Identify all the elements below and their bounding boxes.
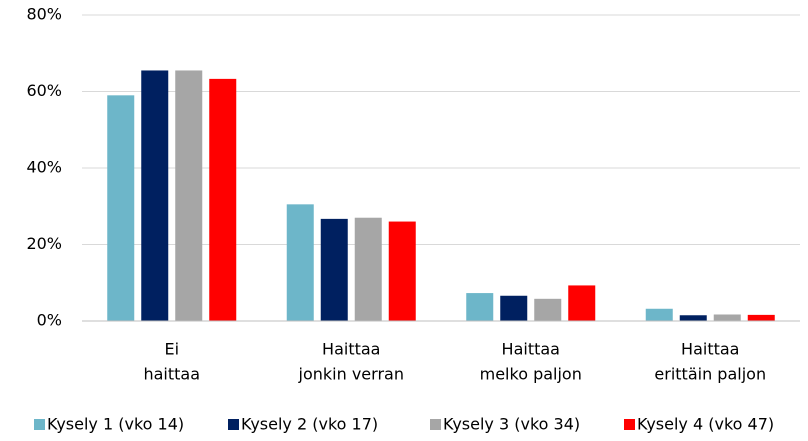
bar bbox=[500, 295, 528, 321]
x-tick-label: jonkin verran bbox=[298, 365, 404, 384]
legend-swatch bbox=[34, 419, 45, 430]
bar bbox=[388, 221, 416, 321]
bar bbox=[354, 217, 382, 321]
legend-label: Kysely 4 (vko 47) bbox=[637, 415, 774, 434]
x-tick-label: Haittaa bbox=[681, 340, 739, 359]
bar bbox=[534, 298, 562, 321]
legend-label: Kysely 1 (vko 14) bbox=[47, 415, 184, 434]
bar bbox=[568, 285, 596, 321]
legend-label: Kysely 2 (vko 17) bbox=[241, 415, 378, 434]
bar bbox=[679, 315, 707, 321]
bar bbox=[320, 218, 348, 321]
bar bbox=[747, 314, 775, 321]
y-tick-label: 80% bbox=[26, 5, 62, 24]
legend-swatch bbox=[430, 419, 441, 430]
legend-swatch bbox=[228, 419, 239, 430]
bar bbox=[141, 70, 169, 322]
x-tick-label: Ei bbox=[164, 340, 179, 359]
y-tick-label: 20% bbox=[26, 234, 62, 253]
legend-swatch bbox=[624, 419, 635, 430]
bar bbox=[713, 314, 741, 321]
bar bbox=[286, 204, 314, 321]
y-tick-label: 60% bbox=[26, 81, 62, 100]
x-tick-label: erittäin paljon bbox=[654, 365, 766, 384]
bar bbox=[175, 70, 203, 322]
x-tick-label: haittaa bbox=[143, 365, 200, 384]
bar bbox=[209, 78, 237, 321]
x-tick-label: Haittaa bbox=[322, 340, 380, 359]
legend-label: Kysely 3 (vko 34) bbox=[443, 415, 580, 434]
bar bbox=[107, 95, 135, 321]
x-tick-label: Haittaa bbox=[502, 340, 560, 359]
y-tick-label: 40% bbox=[26, 158, 62, 177]
bar bbox=[645, 308, 673, 321]
x-tick-label: melko paljon bbox=[480, 365, 582, 384]
bar bbox=[466, 293, 494, 321]
y-tick-label: 0% bbox=[37, 311, 62, 330]
